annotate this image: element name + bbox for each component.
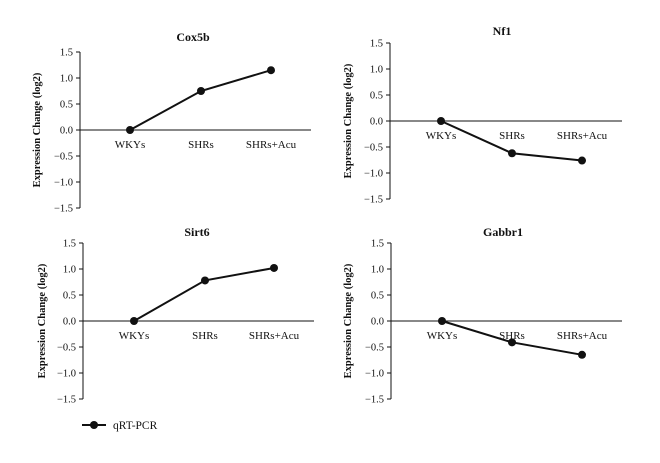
y-tick-label: 0.5: [370, 91, 383, 102]
data-point: [197, 87, 205, 95]
x-category-label: WKYs: [426, 130, 457, 142]
y-tick-label: 1.5: [370, 39, 383, 50]
y-tick-label: 1.5: [63, 239, 76, 250]
data-point: [130, 317, 138, 325]
y-axis-title: Expression Change (log2): [343, 63, 354, 178]
y-tick-label: 0.5: [371, 291, 384, 302]
y-tick-label: 0.0: [60, 126, 73, 137]
y-tick-label: −0.5: [364, 143, 383, 154]
y-tick-label: −1.0: [364, 169, 383, 180]
x-category-label: SHRs: [499, 130, 525, 142]
y-tick-label: −1.5: [365, 395, 384, 406]
y-tick-label: 0.0: [370, 117, 383, 128]
data-point: [578, 350, 586, 359]
y-tick-label: −1.0: [57, 369, 76, 380]
data-point: [201, 276, 209, 285]
y-tick-label: −1.5: [57, 395, 76, 406]
data-point: [270, 263, 278, 272]
x-category-label: WKYs: [427, 330, 458, 342]
y-tick-label: 1.0: [60, 74, 73, 85]
y-tick-label: 1.0: [63, 265, 76, 276]
y-tick-label: −0.5: [54, 152, 73, 163]
x-category-label: SHRs+Acu: [557, 330, 608, 342]
y-axis-title: Expression Change (log2): [37, 263, 48, 378]
chart-panel-2: Sirt6 1.5 1.0 0.5 0.0 −0.5 −1.0 −1.5 WKYs SHRs SHR…: [37, 225, 314, 406]
data-point: [578, 156, 586, 165]
data-point: [508, 338, 516, 347]
legend: qRT-PCR: [82, 420, 158, 432]
x-category-label: WKYs: [115, 139, 146, 151]
chart-panel-1: Nf1 1.5 1.0 0.5 0.0 −0.5 −1.0 −1.5 WKYs SHRs SHRs+…: [343, 24, 622, 206]
x-category-label: SHRs+Acu: [249, 330, 300, 342]
y-tick-label: −0.5: [365, 343, 384, 354]
y-tick-label: −1.0: [54, 178, 73, 189]
data-point: [126, 126, 134, 134]
x-category-label: SHRs: [499, 330, 525, 342]
data-point: [438, 317, 446, 325]
y-axis-title: Expression Change (log2): [32, 72, 43, 187]
x-category-label: SHRs+Acu: [246, 139, 297, 151]
y-tick-label: −1.5: [54, 204, 73, 215]
y-tick-label: −0.5: [57, 343, 76, 354]
series-line: [129, 69, 272, 131]
y-tick-label: 0.5: [63, 291, 76, 302]
x-category-label: WKYs: [119, 330, 150, 342]
panel-title: Cox5b: [176, 30, 210, 44]
chart-panels: Cox5b 1.5 1.0 0.5 0.0 −0.5 −1.0 −1.5 WKYs SHRs SHR…: [32, 24, 622, 406]
y-tick-label: 1.5: [60, 48, 73, 59]
data-point: [267, 66, 275, 75]
series-line: [133, 266, 275, 322]
legend-point-marker: [90, 421, 98, 429]
panel-title: Sirt6: [184, 225, 209, 239]
chart-panel-3: Gabbr1 1.5 1.0 0.5 0.0 −0.5 −1.0 −1.5 WKYs SHRs SH…: [343, 225, 622, 406]
y-tick-label: 1.0: [371, 265, 384, 276]
y-tick-label: 0.5: [60, 100, 73, 111]
x-category-label: SHRs+Acu: [557, 130, 608, 142]
y-tick-label: 0.0: [371, 317, 384, 328]
data-point: [508, 149, 516, 158]
chart-panel-0: Cox5b 1.5 1.0 0.5 0.0 −0.5 −1.0 −1.5 WKYs SHRs SHR…: [32, 30, 311, 215]
x-category-label: SHRs: [188, 139, 214, 151]
y-tick-label: −1.5: [364, 195, 383, 206]
panel-title: Nf1: [493, 24, 512, 38]
y-tick-label: 1.0: [370, 65, 383, 76]
y-axis-title: Expression Change (log2): [343, 263, 354, 378]
x-category-label: SHRs: [192, 330, 218, 342]
legend-label: qRT-PCR: [113, 420, 158, 432]
panel-title: Gabbr1: [483, 225, 523, 239]
y-tick-label: 0.0: [63, 317, 76, 328]
y-tick-label: −1.0: [365, 369, 384, 380]
y-tick-label: 1.5: [371, 239, 384, 250]
data-point: [437, 117, 445, 125]
